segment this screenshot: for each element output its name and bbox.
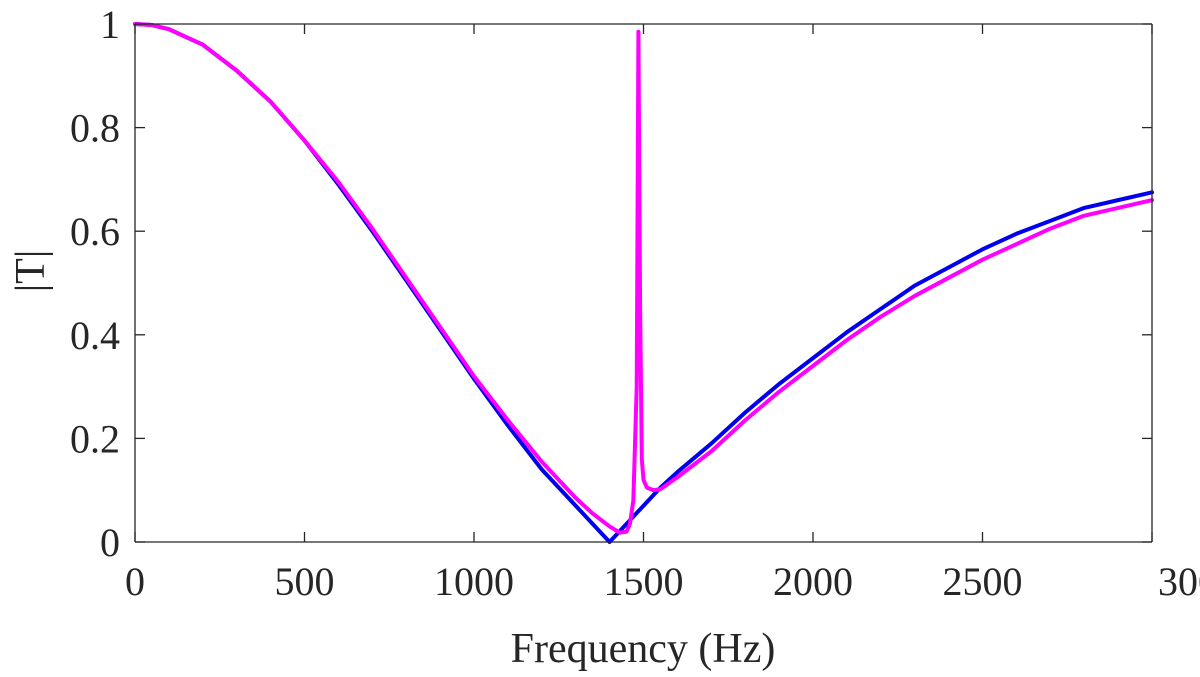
y-tick-label: 0 [100, 520, 120, 565]
series-layer [133, 22, 1154, 544]
x-tick-label: 2000 [773, 559, 853, 604]
x-tick-label: 0 [125, 559, 145, 604]
x-tick-label: 1500 [604, 559, 684, 604]
y-tick-label: 0.2 [70, 416, 120, 461]
y-tick-label: 0.8 [70, 106, 120, 151]
series-line-2 [133, 22, 1154, 535]
y-tick-label: 0.4 [70, 313, 120, 358]
x-tick-label: 1000 [434, 559, 514, 604]
x-tick-label: 2500 [943, 559, 1023, 604]
y-tick-label: 0.6 [70, 209, 120, 254]
y-axis-label: |T| [8, 250, 54, 292]
x-tick-label: 500 [275, 559, 335, 604]
x-axis-label: Frequency (Hz) [511, 626, 776, 672]
y-tick-label: 1 [100, 2, 120, 47]
